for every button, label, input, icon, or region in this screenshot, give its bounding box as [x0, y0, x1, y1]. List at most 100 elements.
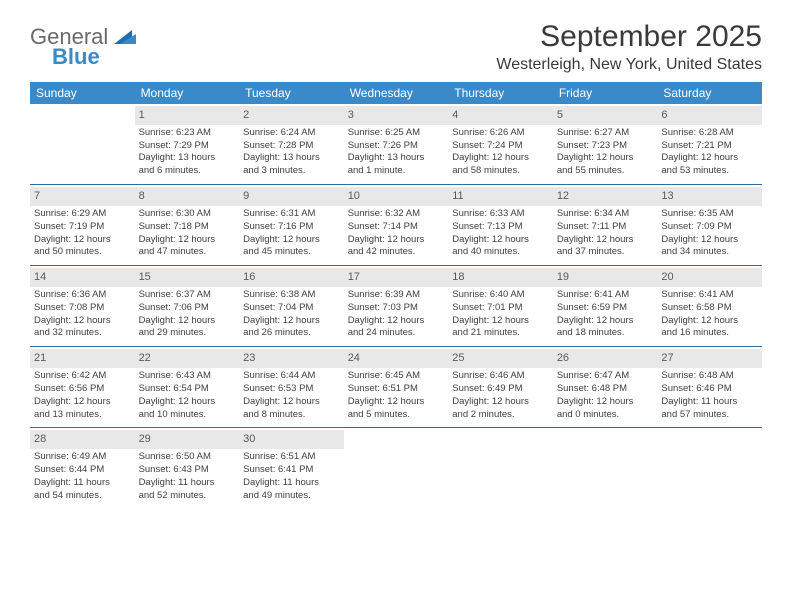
day1-line: Daylight: 12 hours — [452, 315, 549, 328]
logo-text: General Blue — [30, 26, 136, 68]
day-details: Sunrise: 6:50 AMSunset: 6:43 PMDaylight:… — [139, 451, 236, 502]
sunset-line: Sunset: 6:58 PM — [661, 302, 758, 315]
sunset-line: Sunset: 7:09 PM — [661, 221, 758, 234]
day-details: Sunrise: 6:26 AMSunset: 7:24 PMDaylight:… — [452, 127, 549, 178]
calendar-cell: 23 Sunrise: 6:44 AMSunset: 6:53 PMDayligh… — [239, 347, 344, 428]
day1-line: Daylight: 12 hours — [557, 234, 654, 247]
day2-line: and 50 minutes. — [34, 246, 131, 259]
day1-line: Daylight: 12 hours — [452, 234, 549, 247]
day-number: 25 — [448, 349, 553, 368]
sunrise-line: Sunrise: 6:28 AM — [661, 127, 758, 140]
day-number: 6 — [657, 106, 762, 125]
day1-line: Daylight: 11 hours — [139, 477, 236, 490]
calendar-cell: 20Sunrise: 6:41 AMSunset: 6:58 PMDayligh… — [657, 266, 762, 347]
day2-line: and 10 minutes. — [139, 409, 236, 422]
sunset-line: Sunset: 6:43 PM — [139, 464, 236, 477]
day2-line: and 34 minutes. — [661, 246, 758, 259]
day1-line: Daylight: 12 hours — [34, 315, 131, 328]
sunset-line: Sunset: 7:23 PM — [557, 140, 654, 153]
day-number: 12 — [553, 187, 658, 206]
col-sunday: Sunday — [30, 82, 135, 104]
calendar-cell: 15Sunrise: 6:37 AMSunset: 7:06 PMDayligh… — [135, 266, 240, 347]
calendar-cell: 24Sunrise: 6:45 AMSunset: 6:51 PMDayligh… — [344, 347, 449, 428]
day-number: 16 — [239, 268, 344, 287]
calendar-cell — [30, 104, 135, 185]
calendar-cell — [657, 428, 762, 509]
day2-line: and 55 minutes. — [557, 165, 654, 178]
sunrise-line: Sunrise: 6:50 AM — [139, 451, 236, 464]
day2-line: and 57 minutes. — [661, 409, 758, 422]
day1-line: Daylight: 12 hours — [661, 234, 758, 247]
day-number: 10 — [344, 187, 449, 206]
sunset-line: Sunset: 6:51 PM — [348, 383, 445, 396]
day-number: 22 — [135, 349, 240, 368]
sunset-line: Sunset: 7:03 PM — [348, 302, 445, 315]
sunset-line: Sunset: 7:26 PM — [348, 140, 445, 153]
calendar-cell: 28Sunrise: 6:49 AMSunset: 6:44 PMDayligh… — [30, 428, 135, 509]
day1-line: Daylight: 12 hours — [243, 234, 340, 247]
sunrise-line: Sunrise: 6:41 AM — [661, 289, 758, 302]
day-details: Sunrise: 6:25 AMSunset: 7:26 PMDaylight:… — [348, 127, 445, 178]
title-block: September 2025 Westerleigh, New York, Un… — [496, 20, 762, 74]
day2-line: and 5 minutes. — [348, 409, 445, 422]
day2-line: and 21 minutes. — [452, 327, 549, 340]
day1-line: Daylight: 12 hours — [661, 152, 758, 165]
logo: General Blue — [30, 20, 136, 68]
day1-line: Daylight: 12 hours — [557, 315, 654, 328]
day1-line: Daylight: 12 hours — [243, 315, 340, 328]
day-number: 20 — [657, 268, 762, 287]
day-details: Sunrise: 6:33 AMSunset: 7:13 PMDaylight:… — [452, 208, 549, 259]
calendar-cell: 18Sunrise: 6:40 AMSunset: 7:01 PMDayligh… — [448, 266, 553, 347]
sunrise-line: Sunrise: 6:39 AM — [348, 289, 445, 302]
sunset-line: Sunset: 7:06 PM — [139, 302, 236, 315]
day1-line: Daylight: 12 hours — [348, 234, 445, 247]
day1-line: Daylight: 11 hours — [34, 477, 131, 490]
day1-line: Daylight: 12 hours — [452, 152, 549, 165]
calendar-row: 28Sunrise: 6:49 AMSunset: 6:44 PMDayligh… — [30, 428, 762, 509]
calendar-cell: 27Sunrise: 6:48 AMSunset: 6:46 PMDayligh… — [657, 347, 762, 428]
sunset-line: Sunset: 6:41 PM — [243, 464, 340, 477]
sunset-line: Sunset: 7:29 PM — [139, 140, 236, 153]
sunset-line: Sunset: 7:24 PM — [452, 140, 549, 153]
calendar-cell: 12 Sunrise: 6:34 AMSunset: 7:11 PMDayligh… — [553, 185, 658, 266]
sunrise-line: Sunrise: 6:34 AM — [557, 208, 654, 221]
day-number: 23 — [239, 349, 344, 368]
calendar-cell: 11 Sunrise: 6:33 AMSunset: 7:13 PMDayligh… — [448, 185, 553, 266]
page-title: September 2025 — [496, 20, 762, 54]
sunset-line: Sunset: 7:28 PM — [243, 140, 340, 153]
sunrise-line: Sunrise: 6:36 AM — [34, 289, 131, 302]
sunrise-line: Sunrise: 6:31 AM — [243, 208, 340, 221]
day-details: Sunrise: 6:44 AMSunset: 6:53 PMDaylight:… — [243, 370, 340, 421]
day-details: Sunrise: 6:36 AMSunset: 7:08 PMDaylight:… — [34, 289, 131, 340]
day2-line: and 40 minutes. — [452, 246, 549, 259]
calendar-cell: 17 Sunrise: 6:39 AMSunset: 7:03 PMDayligh… — [344, 266, 449, 347]
day1-line: Daylight: 13 hours — [139, 152, 236, 165]
day2-line: and 2 minutes. — [452, 409, 549, 422]
sunset-line: Sunset: 7:01 PM — [452, 302, 549, 315]
day-details: Sunrise: 6:49 AMSunset: 6:44 PMDaylight:… — [34, 451, 131, 502]
day-details: Sunrise: 6:43 AMSunset: 6:54 PMDaylight:… — [139, 370, 236, 421]
calendar-cell: 22 Sunrise: 6:43 AMSunset: 6:54 PMDayligh… — [135, 347, 240, 428]
sunrise-line: Sunrise: 6:47 AM — [557, 370, 654, 383]
sunset-line: Sunset: 7:11 PM — [557, 221, 654, 234]
sunset-line: Sunset: 7:21 PM — [661, 140, 758, 153]
calendar-row: 21Sunrise: 6:42 AMSunset: 6:56 PMDayligh… — [30, 347, 762, 428]
calendar-cell: 2Sunrise: 6:24 AMSunset: 7:28 PMDaylight… — [239, 104, 344, 185]
logo-line2: Blue — [52, 46, 136, 68]
day1-line: Daylight: 12 hours — [348, 396, 445, 409]
calendar-cell: 5Sunrise: 6:27 AMSunset: 7:23 PMDaylight… — [553, 104, 658, 185]
sunrise-line: Sunrise: 6:45 AM — [348, 370, 445, 383]
day1-line: Daylight: 12 hours — [348, 315, 445, 328]
day-number: 11 — [448, 187, 553, 206]
col-thursday: Thursday — [448, 82, 553, 104]
day-number: 4 — [448, 106, 553, 125]
calendar-cell: 14Sunrise: 6:36 AMSunset: 7:08 PMDayligh… — [30, 266, 135, 347]
calendar-row: 7Sunrise: 6:29 AMSunset: 7:19 PMDaylight… — [30, 185, 762, 266]
sunset-line: Sunset: 6:59 PM — [557, 302, 654, 315]
sunset-line: Sunset: 6:54 PM — [139, 383, 236, 396]
day1-line: Daylight: 12 hours — [34, 396, 131, 409]
day-number: 17 — [344, 268, 449, 287]
calendar-table: Sunday Monday Tuesday Wednesday Thursday… — [30, 82, 762, 508]
day-details: Sunrise: 6:28 AMSunset: 7:21 PMDaylight:… — [661, 127, 758, 178]
day-number: 9 — [239, 187, 344, 206]
